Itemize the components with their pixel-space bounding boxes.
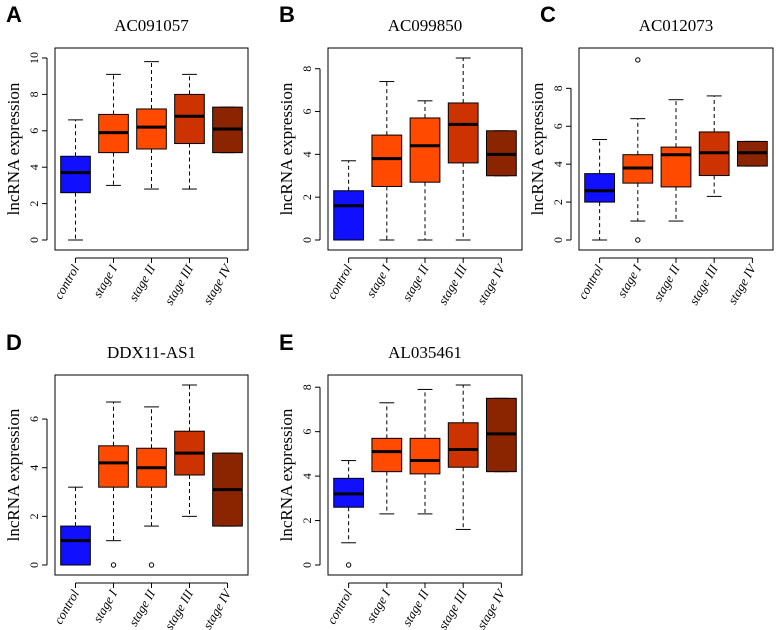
y-tick-label: 10	[27, 52, 41, 64]
x-tick-label: stage III	[435, 261, 470, 307]
y-tick-label: 0	[300, 237, 314, 243]
plot-frame	[327, 374, 523, 576]
x-tick-label: stage IV	[200, 585, 236, 630]
y-axis-label: lncRNA expression	[4, 408, 23, 541]
y-tick-label: 6	[27, 128, 41, 134]
y-tick-label: 0	[300, 562, 314, 568]
y-tick-label: 0	[27, 562, 41, 568]
y-tick-label: 6	[551, 123, 565, 129]
y-tick-label: 8	[300, 384, 314, 390]
y-tick-label: 4	[27, 465, 41, 471]
y-tick-label: 6	[27, 416, 41, 422]
chart-title: AC012073	[639, 16, 714, 35]
box	[136, 108, 167, 150]
box	[174, 93, 205, 145]
outlier-point	[635, 237, 641, 243]
y-tick-label: 0	[551, 237, 565, 243]
x-tick-label: stage I	[90, 586, 121, 624]
box	[447, 422, 479, 468]
box	[409, 117, 441, 183]
panel-letter: E	[279, 330, 294, 355]
x-tick-label: control	[51, 262, 83, 302]
chart-title: AC091057	[114, 16, 189, 35]
box	[60, 155, 91, 194]
x-tick-label: stage II	[399, 261, 432, 303]
x-tick-label: stage I	[90, 261, 121, 299]
x-tick-label: stage I	[614, 261, 645, 299]
box	[98, 445, 129, 488]
x-tick-label: stage III	[161, 261, 196, 307]
x-tick-label: stage IV	[200, 260, 236, 306]
x-tick-label: stage I	[363, 586, 394, 624]
x-tick-label: control	[575, 262, 607, 302]
y-tick-label: 6	[300, 429, 314, 435]
y-axis-label: lncRNA expression	[277, 82, 296, 215]
y-tick-label: 2	[27, 513, 41, 519]
y-tick-label: 6	[300, 109, 314, 115]
plot-frame	[578, 47, 774, 251]
y-axis-label: lncRNA expression	[277, 408, 296, 541]
x-tick-label: stage II	[125, 261, 158, 303]
x-tick-label: stage II	[399, 586, 432, 628]
y-tick-label: 8	[27, 91, 41, 97]
x-tick-label: control	[324, 587, 356, 627]
panel-letter: A	[6, 2, 22, 27]
box	[660, 146, 692, 188]
y-tick-label: 2	[551, 199, 565, 205]
y-tick-label: 4	[300, 473, 314, 479]
x-tick-label: stage I	[363, 261, 394, 299]
chart-title: AC099850	[388, 16, 463, 35]
x-tick-label: control	[324, 262, 356, 302]
panel-letter: C	[540, 2, 556, 27]
x-tick-label: stage IV	[725, 260, 761, 306]
panel-letter: B	[279, 2, 295, 27]
box	[409, 437, 441, 475]
plot-frame	[54, 374, 249, 576]
panel-letter: D	[6, 330, 22, 355]
y-tick-label: 2	[27, 201, 41, 207]
panel-a: A AC091057 lncRNA expression 0 2 4 6 8 10 control…	[4, 2, 249, 307]
chart-title: DDX11-AS1	[107, 343, 196, 362]
box	[447, 102, 479, 164]
box	[60, 525, 91, 566]
x-tick-label: stage IV	[474, 260, 510, 306]
y-axis-label: lncRNA expression	[528, 82, 547, 215]
y-tick-label: 2	[300, 518, 314, 524]
y-tick-label: 4	[551, 161, 565, 167]
x-tick-label: stage II	[650, 261, 683, 303]
y-axis-label: lncRNA expression	[4, 82, 23, 215]
y-tick-label: 8	[300, 66, 314, 72]
x-tick-label: stage IV	[474, 585, 510, 630]
plot-frame	[327, 47, 523, 251]
outlier-point	[345, 562, 352, 568]
box	[333, 190, 365, 241]
x-tick-label: stage II	[125, 586, 158, 628]
box	[584, 173, 616, 203]
outlier-point	[110, 562, 117, 568]
y-tick-label: 2	[300, 194, 314, 200]
x-tick-label: stage III	[435, 586, 470, 630]
y-tick-label: 8	[551, 85, 565, 91]
chart-title: AL035461	[388, 343, 462, 362]
y-tick-label: 4	[27, 164, 41, 170]
x-tick-label: control	[51, 587, 83, 627]
plot-frame	[54, 47, 249, 251]
box	[371, 437, 403, 473]
x-tick-label: stage III	[161, 586, 196, 630]
outlier-point	[635, 57, 641, 63]
outlier-point	[148, 562, 155, 568]
x-tick-label: stage III	[686, 261, 721, 307]
y-tick-label: 4	[300, 151, 314, 157]
y-tick-label: 0	[27, 237, 41, 243]
box	[371, 134, 403, 187]
